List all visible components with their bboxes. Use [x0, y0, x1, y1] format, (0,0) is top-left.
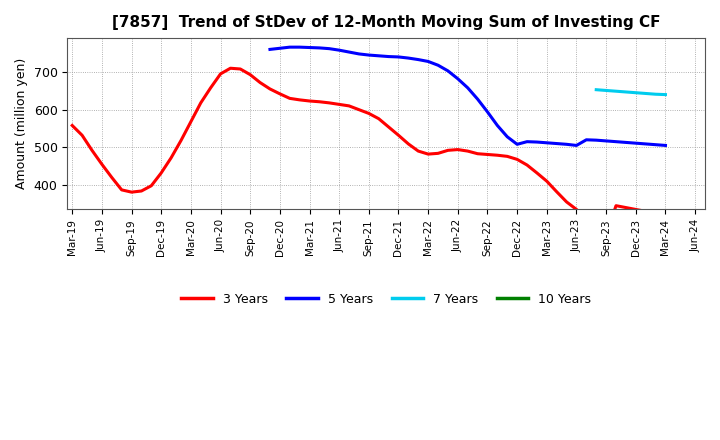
5 Years [454, 76, 462, 81]
5 Years [315, 45, 324, 51]
5 Years [572, 143, 581, 148]
5 Years [592, 138, 600, 143]
5 Years [493, 123, 502, 128]
3 Years [285, 96, 294, 101]
7 Years [631, 90, 640, 95]
5 Years [276, 46, 284, 51]
3 Years [592, 224, 600, 229]
5 Years [295, 44, 304, 50]
5 Years [325, 46, 333, 51]
5 Years [542, 140, 551, 146]
5 Years [285, 44, 294, 50]
5 Years [464, 85, 472, 91]
7 Years [661, 92, 670, 97]
5 Years [394, 54, 402, 59]
5 Years [602, 138, 611, 143]
5 Years [374, 53, 383, 59]
7 Years [621, 89, 630, 95]
Line: 5 Years: 5 Years [270, 47, 665, 146]
5 Years [305, 45, 314, 50]
5 Years [621, 140, 630, 145]
7 Years [642, 91, 650, 96]
5 Years [384, 54, 393, 59]
5 Years [335, 48, 343, 53]
5 Years [513, 142, 521, 147]
5 Years [364, 52, 373, 58]
5 Years [582, 137, 590, 143]
5 Years [483, 109, 492, 114]
3 Years [661, 209, 670, 214]
Line: 7 Years: 7 Years [596, 90, 665, 95]
Y-axis label: Amount (million yen): Amount (million yen) [15, 58, 28, 189]
5 Years [631, 140, 640, 146]
5 Years [355, 51, 364, 57]
3 Years [433, 151, 442, 156]
5 Years [652, 142, 660, 147]
5 Years [266, 47, 274, 52]
5 Years [414, 57, 423, 62]
5 Years [523, 139, 531, 144]
5 Years [612, 139, 621, 144]
3 Years [394, 132, 402, 138]
5 Years [473, 96, 482, 102]
5 Years [562, 142, 571, 147]
3 Years [207, 85, 215, 91]
5 Years [552, 141, 561, 146]
Title: [7857]  Trend of StDev of 12-Month Moving Sum of Investing CF: [7857] Trend of StDev of 12-Month Moving… [112, 15, 660, 30]
5 Years [503, 134, 512, 139]
7 Years [652, 92, 660, 97]
3 Years [226, 66, 235, 71]
Line: 3 Years: 3 Years [72, 68, 665, 235]
3 Years [68, 123, 76, 128]
5 Years [345, 49, 354, 55]
3 Years [186, 119, 195, 125]
5 Years [424, 59, 433, 64]
5 Years [433, 62, 442, 68]
5 Years [661, 143, 670, 148]
Legend: 3 Years, 5 Years, 7 Years, 10 Years: 3 Years, 5 Years, 7 Years, 10 Years [176, 288, 596, 311]
7 Years [602, 88, 611, 93]
3 Years [602, 232, 611, 237]
5 Years [444, 68, 452, 73]
5 Years [533, 139, 541, 145]
7 Years [612, 88, 621, 94]
5 Years [404, 55, 413, 61]
5 Years [642, 141, 650, 147]
7 Years [592, 87, 600, 92]
